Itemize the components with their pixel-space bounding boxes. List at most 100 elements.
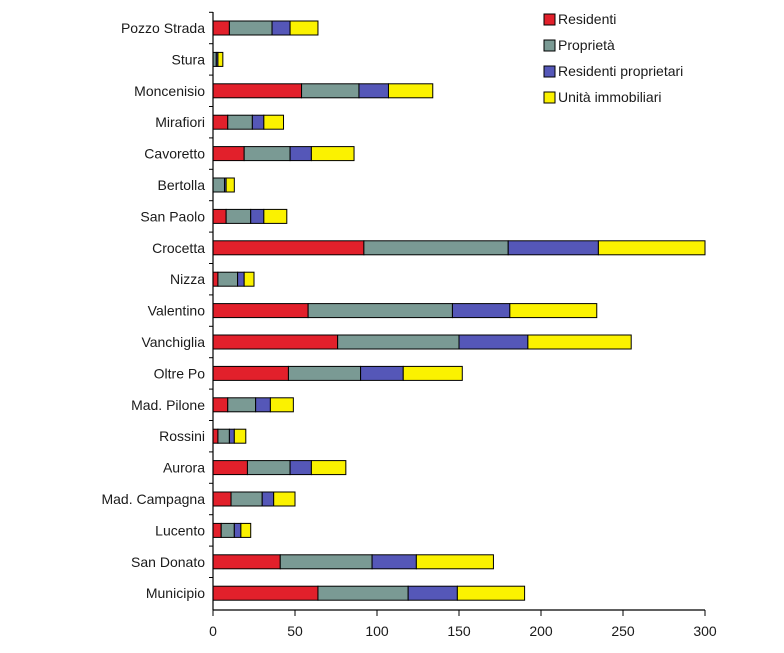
axis-layer: Pozzo Strada Stura Moncenisio Mirafiori Cavo… [101, 11, 717, 639]
bar-san-paolo-residenti-proprietari [250, 208, 265, 224]
category-label-moncenisio: Moncenisio [134, 83, 205, 99]
bar-cavoretto-unita-immobiliari [310, 146, 355, 162]
bar-oltre-po-residenti [212, 365, 289, 381]
bar-valentino-unita-immobiliari [509, 303, 598, 319]
legend-label-residenti-proprietari: Residenti proprietari [558, 63, 683, 79]
bar-mad-pilone-unita-immobiliari [269, 397, 294, 413]
bar-municipio-residenti-proprietari [407, 585, 458, 601]
category-label-vanchiglia: Vanchiglia [141, 334, 205, 350]
bar-pozzo-strada-unita-immobiliari [289, 20, 319, 36]
x-tick-label-50: 50 [287, 623, 303, 639]
category-label-cavoretto: Cavoretto [144, 146, 205, 162]
bar-crocetta-residenti [212, 240, 365, 256]
bar-san-donato-residenti-proprietari [371, 554, 417, 570]
bar-mad-campagna-residenti-proprietari [261, 491, 275, 507]
category-label-stura: Stura [172, 51, 206, 67]
bar-crocetta-residenti-proprietari [507, 240, 599, 256]
bar-cavoretto-proprieta [243, 146, 291, 162]
bar-municipio-proprieta [317, 585, 409, 601]
bar-crocetta-unita-immobiliari [597, 240, 706, 256]
category-label-mad-campagna: Mad. Campagna [101, 491, 205, 507]
category-label-nizza: Nizza [170, 271, 205, 287]
bar-cavoretto-residenti-proprietari [289, 146, 312, 162]
bar-aurora-proprieta [246, 460, 291, 476]
category-label-san-paolo: San Paolo [140, 208, 205, 224]
bar-valentino-residenti-proprietari [451, 303, 511, 319]
bar-san-donato-unita-immobiliari [415, 554, 494, 570]
bar-vanchiglia-residenti [212, 334, 339, 350]
bar-oltre-po-unita-immobiliari [402, 365, 463, 381]
legend-swatch-residenti [543, 13, 556, 26]
category-label-bertolla: Bertolla [158, 177, 206, 193]
bar-lucento-residenti [212, 522, 222, 538]
legend: Residenti Proprietà Residenti proprietari U… [543, 11, 683, 105]
x-tick-label-250: 250 [611, 623, 635, 639]
category-label-valentino: Valentino [148, 303, 206, 319]
x-tick-label-150: 150 [447, 623, 471, 639]
bar-lucento-residenti-proprietari [233, 522, 242, 538]
bar-san-paolo-proprieta [225, 208, 252, 224]
bar-cavoretto-residenti [212, 146, 245, 162]
category-label-lucento: Lucento [155, 522, 205, 538]
bar-mirafiori-residenti [212, 114, 229, 130]
bar-vanchiglia-proprieta [337, 334, 460, 350]
bar-bertolla-unita-immobiliari [225, 177, 235, 193]
bar-mirafiori-proprieta [227, 114, 253, 130]
bar-pozzo-strada-residenti-proprietari [271, 20, 291, 36]
bar-lucento-unita-immobiliari [240, 522, 252, 538]
bar-rossini-unita-immobiliari [233, 428, 247, 444]
bar-mirafiori-unita-immobiliari [263, 114, 285, 130]
bar-san-paolo-residenti [212, 208, 227, 224]
bar-nizza-proprieta [217, 271, 239, 287]
category-label-san-donato: San Donato [131, 554, 205, 570]
bar-moncenisio-proprieta [301, 83, 360, 99]
bar-mad-pilone-proprieta [227, 397, 257, 413]
bar-mad-pilone-residenti [212, 397, 229, 413]
bar-nizza-residenti-proprietari [237, 271, 245, 287]
legend-swatch-residenti-proprietari [543, 65, 556, 78]
category-label-aurora: Aurora [163, 460, 205, 476]
bar-oltre-po-residenti-proprietari [360, 365, 404, 381]
category-label-rossini: Rossini [159, 428, 205, 444]
category-label-oltre-po: Oltre Po [154, 365, 206, 381]
legend-label-unita-immobiliari: Unità immobiliari [558, 89, 661, 105]
bar-moncenisio-residenti-proprietari [358, 83, 389, 99]
bar-valentino-residenti [212, 303, 309, 319]
bar-vanchiglia-unita-immobiliari [527, 334, 632, 350]
bar-pozzo-strada-proprieta [228, 20, 273, 36]
bar-aurora-unita-immobiliari [310, 460, 347, 476]
bar-vanchiglia-residenti-proprietari [458, 334, 529, 350]
bar-lucento-proprieta [220, 522, 235, 538]
category-label-pozzo-strada: Pozzo Strada [121, 20, 205, 36]
bar-mad-campagna-unita-immobiliari [273, 491, 296, 507]
bar-municipio-unita-immobiliari [456, 585, 526, 601]
bar-mirafiori-residenti-proprietari [251, 114, 265, 130]
legend-swatch-proprieta [543, 39, 556, 52]
bar-moncenisio-residenti [212, 83, 303, 99]
bar-valentino-proprieta [307, 303, 453, 319]
category-label-municipio: Municipio [146, 585, 205, 601]
x-tick-label-200: 200 [529, 623, 553, 639]
x-tick-label-100: 100 [365, 623, 389, 639]
category-label-mad-pilone: Mad. Pilone [131, 397, 205, 413]
x-tick-label-0: 0 [209, 623, 217, 639]
bar-aurora-residenti-proprietari [289, 460, 312, 476]
legend-swatch-unita-immobiliari [543, 91, 556, 104]
bar-nizza-residenti [212, 271, 219, 287]
bar-san-paolo-unita-immobiliari [263, 208, 288, 224]
legend-label-residenti: Residenti [558, 11, 616, 27]
bar-mad-pilone-residenti-proprietari [255, 397, 271, 413]
bar-crocetta-proprieta [363, 240, 509, 256]
bar-stura-unita-immobiliari [217, 51, 224, 67]
bar-mad-campagna-residenti [212, 491, 232, 507]
legend-label-proprieta: Proprietà [558, 37, 615, 53]
bar-aurora-residenti [212, 460, 248, 476]
bar-rossini-residenti [212, 428, 219, 444]
bar-mad-campagna-proprieta [230, 491, 263, 507]
bars-layer [212, 20, 706, 601]
bar-rossini-residenti-proprietari [228, 428, 235, 444]
category-label-crocetta: Crocetta [152, 240, 205, 256]
bar-bertolla-proprieta [212, 177, 225, 193]
bar-san-donato-proprieta [279, 554, 373, 570]
